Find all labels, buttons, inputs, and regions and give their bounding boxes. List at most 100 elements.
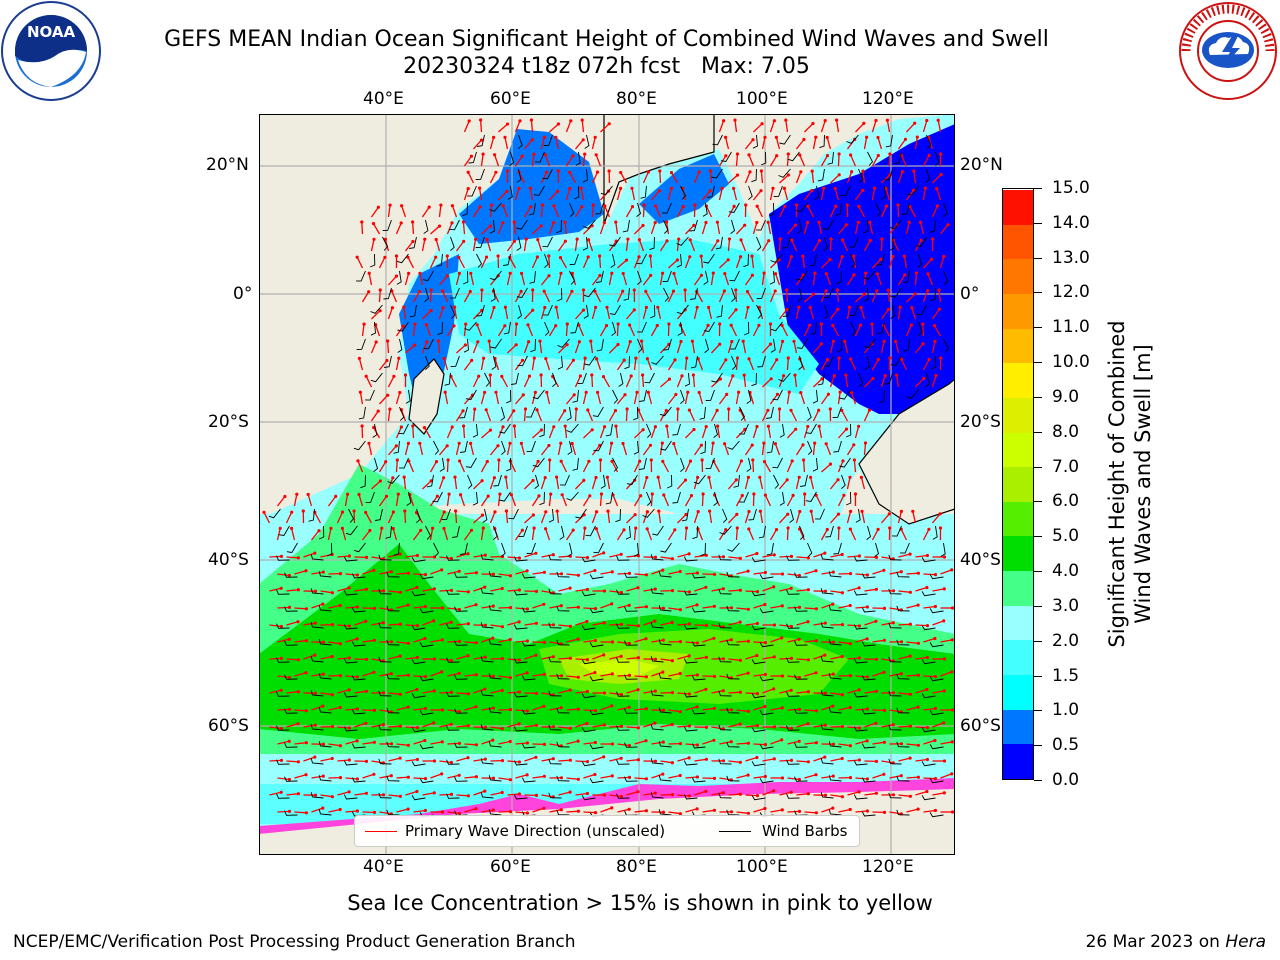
wave-arrow xyxy=(855,777,868,780)
wind-barb xyxy=(353,440,366,451)
wave-arrow xyxy=(753,603,766,609)
wave-arrow xyxy=(594,291,602,303)
wave-arrow xyxy=(464,706,477,711)
wave-arrow-head xyxy=(576,809,580,813)
wave-arrow-head xyxy=(568,656,572,660)
wave-arrow-head xyxy=(755,653,759,658)
wind-barb xyxy=(731,355,737,370)
wave-arrow xyxy=(770,707,783,711)
wave-arrow-head xyxy=(857,790,861,794)
sea-ice-note: Sea Ice Concentration > 15% is shown in … xyxy=(347,891,933,915)
wave-arrow-head xyxy=(806,220,810,224)
wave-arrow-head xyxy=(891,723,895,727)
wind-barb xyxy=(351,777,366,783)
wave-arrow xyxy=(524,514,534,524)
wave-arrow xyxy=(320,794,333,798)
wave-arrow-head xyxy=(496,254,500,258)
wave-arrow-head xyxy=(568,170,572,174)
wave-arrow-head xyxy=(771,186,775,190)
wave-arrow-head xyxy=(786,173,791,177)
wave-arrow-head xyxy=(330,795,334,799)
wave-arrow-head xyxy=(695,807,699,811)
wave-arrow-head xyxy=(461,409,465,413)
wind-barb xyxy=(633,542,639,557)
wave-arrow xyxy=(388,757,401,762)
wave-arrow-head xyxy=(610,459,614,463)
wave-arrow xyxy=(821,705,834,711)
wave-arrow-head xyxy=(806,658,811,662)
wave-arrow xyxy=(849,528,857,541)
wave-arrow xyxy=(650,222,656,235)
wind-barb xyxy=(743,253,749,268)
wave-arrow-head xyxy=(487,339,491,343)
wave-arrow xyxy=(444,392,449,405)
wave-arrow xyxy=(446,459,449,473)
wave-arrow-head xyxy=(330,693,334,697)
wave-arrow-head xyxy=(925,118,929,123)
wave-arrow-head xyxy=(610,806,614,810)
wave-arrow-head xyxy=(551,655,555,659)
wave-arrow xyxy=(370,206,379,218)
wave-arrow xyxy=(837,495,845,507)
wave-arrow xyxy=(583,709,596,712)
wave-arrow-head xyxy=(613,409,618,413)
wave-arrow xyxy=(795,171,802,184)
wave-arrow xyxy=(719,741,732,745)
wind-barb xyxy=(513,556,528,562)
wave-arrow-head xyxy=(873,186,877,190)
wave-arrow xyxy=(602,376,611,388)
wind-barb xyxy=(874,542,880,557)
wave-arrow-head xyxy=(747,509,751,514)
wave-arrow xyxy=(575,588,588,592)
wave-arrow-head xyxy=(483,390,487,394)
wave-arrow-head xyxy=(372,810,377,815)
wind-barb xyxy=(726,809,740,816)
wave-arrow xyxy=(388,655,401,660)
wave-arrow-head xyxy=(840,654,844,659)
wave-arrow xyxy=(276,496,286,507)
wave-arrow xyxy=(651,671,664,677)
wind-barb xyxy=(310,758,324,765)
wave-arrow xyxy=(871,120,877,133)
wave-arrow-head xyxy=(683,478,688,482)
wave-arrow-head xyxy=(739,255,743,259)
wave-arrow-head xyxy=(636,656,640,660)
wave-arrow-head xyxy=(882,339,886,343)
wave-arrow-head xyxy=(539,224,543,228)
wave-arrow-head xyxy=(494,390,498,394)
colorbar-title-line1: Significant Height of Combined xyxy=(1105,320,1129,648)
wind-barb xyxy=(752,134,758,149)
wind-barb xyxy=(286,542,298,553)
wave-arrow xyxy=(580,188,585,201)
wave-arrow xyxy=(745,552,758,558)
wave-arrow-head xyxy=(605,305,609,309)
wind-barb xyxy=(513,590,528,596)
wave-arrow-head xyxy=(780,706,784,710)
wave-arrow xyxy=(860,307,866,320)
wave-arrow-head xyxy=(610,672,614,676)
wind-barb xyxy=(560,474,570,486)
wave-arrow-head xyxy=(786,512,790,516)
wave-arrow-head xyxy=(402,475,406,479)
wind-barb xyxy=(888,588,902,595)
wave-arrow-head xyxy=(279,624,283,629)
wind-barb xyxy=(718,792,732,799)
wave-arrow-head xyxy=(628,323,632,327)
wave-arrow-head xyxy=(508,708,513,712)
wind-barb xyxy=(310,622,324,629)
lat-tick-right: 20°N xyxy=(960,155,1003,175)
wave-arrow xyxy=(931,205,938,218)
wind-barb xyxy=(662,202,672,214)
wave-arrow-head xyxy=(876,135,880,140)
colorbar-tick-label: 8.0 xyxy=(1052,421,1080,442)
wave-arrow xyxy=(557,273,562,286)
wave-arrow xyxy=(677,514,687,524)
wave-arrow-head xyxy=(729,323,733,327)
wave-arrow-head xyxy=(347,656,351,660)
wave-arrow xyxy=(303,552,316,558)
wave-arrow-head xyxy=(808,305,812,310)
wave-arrow-head xyxy=(743,223,747,227)
wave-arrow xyxy=(694,586,707,592)
wave-arrow-head xyxy=(453,305,457,309)
wave-arrow xyxy=(430,639,443,643)
